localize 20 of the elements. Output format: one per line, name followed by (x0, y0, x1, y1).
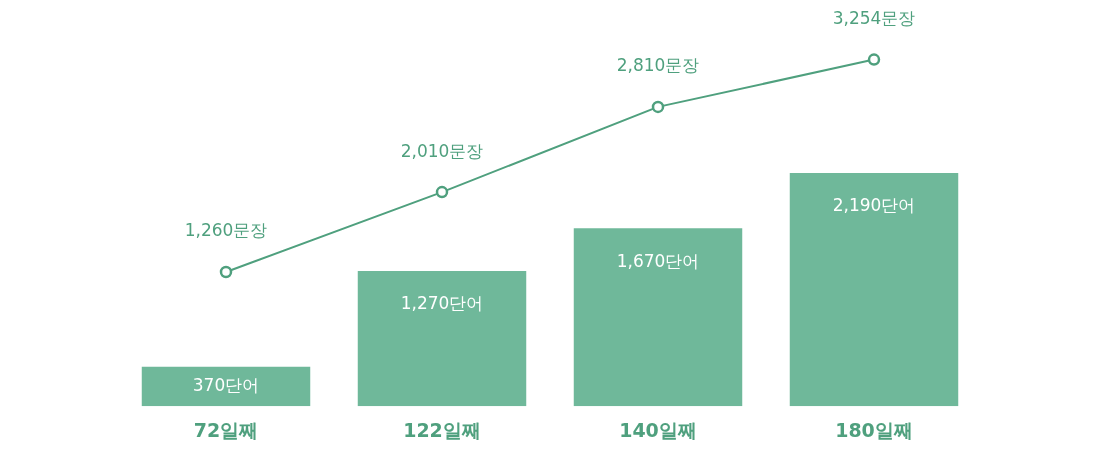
x-tick-label: 122일째 (403, 418, 481, 441)
x-tick-label: 72일째 (193, 418, 259, 441)
data-label: 1,670단어 (616, 250, 700, 271)
point (435, 185, 449, 199)
data-label: 3,254문장 (832, 8, 916, 29)
data-label: 1,260문장 (184, 220, 268, 241)
x-tick-label: 140일째 (619, 418, 697, 441)
data-label: 2,190단어 (832, 195, 916, 216)
data-label: 2,810문장 (616, 55, 700, 76)
data-label: 370단어 (192, 374, 260, 395)
bar (357, 270, 527, 407)
x-tick-label: 180일째 (835, 418, 913, 441)
data-label: 2,010문장 (400, 140, 484, 161)
bar (141, 366, 311, 407)
bar (789, 172, 959, 407)
point (219, 265, 233, 279)
data-label: 1,270단어 (400, 293, 484, 314)
point (867, 53, 881, 66)
point (651, 100, 665, 114)
bar (573, 228, 743, 407)
